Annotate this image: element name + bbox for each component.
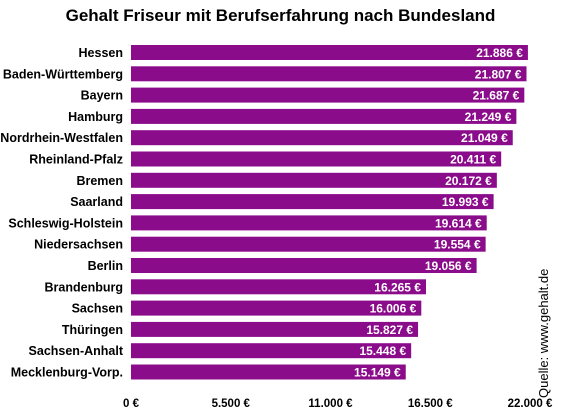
bar-11: [131, 279, 426, 295]
category-label-2: Bayern: [81, 89, 123, 103]
value-label-9: 19.554 €: [434, 238, 481, 252]
source-label: Quelle: www.gehalt.de: [536, 268, 551, 398]
category-label-4: Nordrhein-Westfalen: [0, 131, 123, 145]
bars-group: [131, 45, 528, 380]
category-label-15: Mecklenburg-Vorp.: [11, 366, 123, 380]
bar-12: [131, 300, 422, 316]
value-label-7: 19.993 €: [442, 195, 489, 209]
value-label-11: 16.265 €: [374, 280, 421, 294]
bar-7: [131, 194, 494, 210]
x-tick-label-2: 11.000 €: [308, 398, 353, 410]
category-label-8: Schleswig-Holstein: [8, 216, 123, 230]
chart-title: Gehalt Friseur mit Berufserfahrung nach …: [65, 6, 496, 25]
bar-10: [131, 258, 477, 273]
category-label-6: Bremen: [76, 174, 123, 188]
category-labels: Hessen Baden-Württemberg Bayern Hamburg Nord…: [0, 46, 124, 380]
x-tick-label-0: 0 €: [123, 398, 140, 410]
value-label-14: 15.448 €: [359, 344, 406, 358]
value-label-1: 21.807 €: [475, 67, 522, 81]
bar-3: [131, 108, 517, 124]
category-label-3: Hamburg: [68, 110, 123, 124]
category-label-12: Sachsen: [72, 302, 123, 316]
bar-5: [131, 151, 502, 167]
bar-15: [131, 364, 406, 380]
value-label-5: 20.411 €: [450, 153, 496, 167]
bar-14: [131, 343, 412, 359]
bar-6: [131, 172, 497, 188]
value-label-13: 15.827 €: [366, 323, 413, 337]
x-axis-ticks: 0 € 5.500 € 11.000 € 16.500 € 22.000 €: [123, 398, 553, 410]
x-tick-label-3: 16.500 €: [408, 398, 453, 410]
bar-13: [131, 321, 419, 337]
value-label-8: 19.614 €: [435, 216, 482, 230]
value-label-3: 21.249 €: [465, 110, 512, 124]
category-label-11: Brandenburg: [45, 280, 123, 294]
category-label-9: Niedersachsen: [34, 238, 123, 252]
value-label-15: 15.149 €: [354, 366, 401, 380]
bar-1: [131, 66, 527, 82]
value-label-2: 21.687 €: [473, 89, 520, 103]
category-label-5: Rheinland-Pfalz: [29, 153, 123, 167]
value-label-4: 21.049 €: [461, 131, 508, 145]
bar-8: [131, 215, 487, 231]
value-label-0: 21.886 €: [476, 46, 523, 60]
x-tick-label-4: 22.000 €: [508, 398, 553, 410]
category-label-7: Saarland: [70, 195, 123, 209]
category-label-13: Thüringen: [62, 323, 123, 337]
bar-2: [131, 87, 525, 103]
value-label-6: 20.172 €: [445, 174, 492, 188]
bar-4: [131, 130, 513, 146]
x-tick-label-1: 5.500 €: [212, 398, 251, 410]
value-label-12: 16.006 €: [370, 302, 417, 316]
category-label-10: Berlin: [88, 259, 123, 273]
bar-9: [131, 236, 486, 252]
value-labels: 21.886 € 21.807 € 21.687 € 21.249 € 21.049 €…: [354, 46, 523, 380]
category-label-0: Hessen: [79, 46, 123, 60]
category-label-1: Baden-Württemberg: [3, 67, 123, 81]
category-label-14: Sachsen-Anhalt: [29, 344, 124, 358]
value-label-10: 19.056 €: [425, 259, 472, 273]
bar-0: [131, 45, 528, 60]
